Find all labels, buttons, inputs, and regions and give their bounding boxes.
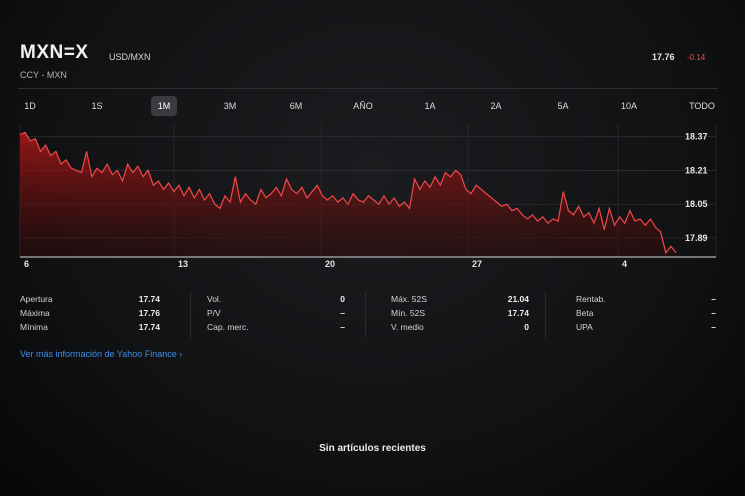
stat-row-maxima: Máxima 17.76	[20, 306, 160, 320]
stat-label: Máxima	[20, 308, 50, 318]
ticker-symbol: MXN=X	[20, 42, 89, 63]
stat-label: Rentab.	[576, 294, 606, 304]
stat-row-beta: Beta –	[576, 306, 716, 320]
price-line	[19, 131, 677, 255]
stat-value: –	[711, 294, 716, 304]
x-tick-label-6: 6	[24, 259, 29, 269]
stat-label: UPA	[576, 322, 593, 332]
stat-label: Mínima	[20, 322, 48, 332]
header-divider	[18, 88, 718, 89]
price-area	[20, 132, 676, 257]
stat-label: Apertura	[20, 294, 53, 304]
stat-label: P/V	[207, 308, 221, 318]
stat-row-cap-merc: Cap. merc. –	[207, 320, 345, 334]
tab-todo[interactable]: TODO	[689, 101, 715, 111]
stat-label: Beta	[576, 308, 594, 318]
stat-value: 0	[340, 294, 345, 304]
stat-row-minima: Mínima 17.74	[20, 320, 160, 334]
currency-pair: USD/MXN	[109, 52, 151, 62]
stat-value: –	[711, 308, 716, 318]
tab-10a[interactable]: 10A	[620, 101, 638, 111]
stat-row-apertura: Apertura 17.74	[20, 292, 160, 306]
stats-column-divider	[365, 292, 366, 338]
tab-6m[interactable]: 6M	[289, 101, 303, 111]
tab-2a[interactable]: 2A	[490, 101, 502, 111]
price-change: -0.14	[687, 53, 706, 62]
stat-label: Vol.	[207, 294, 222, 304]
stat-label: V. medio	[391, 322, 424, 332]
stat-value: –	[340, 308, 345, 318]
current-price: 17.76	[652, 52, 675, 62]
y-tick-label-18-37: 18.37	[685, 132, 708, 142]
stat-value: 17.74	[138, 294, 160, 304]
tab-1s[interactable]: 1S	[91, 101, 103, 111]
tab-3m[interactable]: 3M	[223, 101, 237, 111]
stat-row-vol: Vol. 0	[207, 292, 345, 306]
stat-row-pv: P/V –	[207, 306, 345, 320]
price-chart[interactable]: 18.37 18.21 18.05 17.89 6 13 20 27 4	[0, 120, 745, 275]
tab-1d[interactable]: 1D	[24, 101, 36, 111]
x-tick-label-20: 20	[325, 259, 335, 269]
stat-row-v-medio: V. medio 0	[391, 320, 529, 334]
range-selector: 1D 1S 1M 3M 6M AÑO 1A 2A 5A 10A TODO	[14, 93, 724, 117]
tab-1m[interactable]: 1M	[151, 96, 177, 116]
stat-label: Máx. 52S	[391, 294, 427, 304]
stats-column-divider	[190, 292, 191, 338]
stats-column-divider	[545, 292, 546, 338]
stat-value: 17.76	[138, 308, 160, 318]
stats-table: Apertura 17.74 Máxima 17.76 Mínima 17.74…	[20, 292, 720, 342]
tab-1a[interactable]: 1A	[424, 101, 436, 111]
stat-value: –	[711, 322, 716, 332]
stat-row-rentab: Rentab. –	[576, 292, 716, 306]
stat-value: –	[340, 322, 345, 332]
exchange-subtitle: CCY - MXN	[20, 70, 67, 80]
y-tick-label-18-05: 18.05	[685, 199, 708, 209]
x-tick-label-27: 27	[472, 259, 482, 269]
stat-label: Mín. 52S	[391, 308, 426, 318]
yahoo-finance-link[interactable]: Ver más información de Yahoo Finance ›	[20, 349, 183, 359]
y-tick-label-17-89: 17.89	[685, 233, 708, 243]
y-tick-label-18-21: 18.21	[685, 165, 708, 175]
x-tick-label-4: 4	[622, 259, 627, 269]
stat-row-min-52s: Mín. 52S 17.74	[391, 306, 529, 320]
no-articles-message: Sin artículos recientes	[319, 443, 426, 454]
stat-label: Cap. merc.	[207, 322, 249, 332]
stat-row-upa: UPA –	[576, 320, 716, 334]
stat-row-max-52s: Máx. 52S 21.04	[391, 292, 529, 306]
chart-svg: 18.37 18.21 18.05 17.89 6 13 20 27 4	[19, 124, 717, 269]
stat-value: 17.74	[138, 322, 160, 332]
stat-value: 0	[524, 322, 529, 332]
stat-value: 17.74	[507, 308, 529, 318]
stat-value: 21.04	[507, 294, 529, 304]
x-tick-label-13: 13	[178, 259, 188, 269]
tab-ano[interactable]: AÑO	[353, 101, 373, 111]
tab-5a[interactable]: 5A	[557, 101, 569, 111]
